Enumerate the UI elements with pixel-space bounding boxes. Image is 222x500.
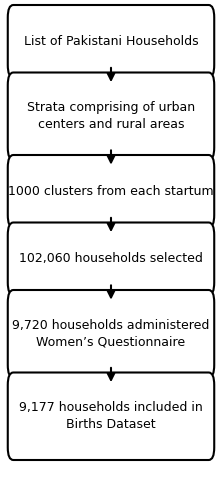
FancyBboxPatch shape xyxy=(8,72,214,160)
Text: 9,177 households included in
Births Dataset: 9,177 households included in Births Data… xyxy=(19,401,203,431)
Text: 102,060 households selected: 102,060 households selected xyxy=(19,252,203,265)
Text: Strata comprising of urban
centers and rural areas: Strata comprising of urban centers and r… xyxy=(27,101,195,131)
FancyBboxPatch shape xyxy=(8,222,214,295)
Text: 1000 clusters from each startum: 1000 clusters from each startum xyxy=(8,185,214,198)
FancyBboxPatch shape xyxy=(8,5,214,78)
FancyBboxPatch shape xyxy=(8,372,214,460)
FancyBboxPatch shape xyxy=(8,290,214,378)
Text: 9,720 households administered
Women’s Questionnaire: 9,720 households administered Women’s Qu… xyxy=(12,319,210,349)
Text: List of Pakistani Households: List of Pakistani Households xyxy=(24,35,198,48)
FancyBboxPatch shape xyxy=(8,155,214,228)
